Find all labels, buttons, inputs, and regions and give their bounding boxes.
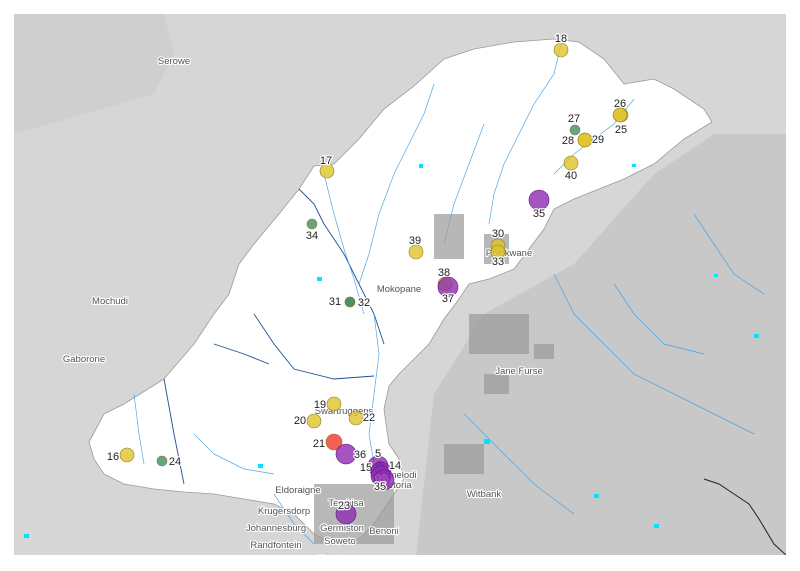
marker-label: 5 (375, 448, 381, 460)
site-markers[interactable]: 18 26 25 27 28 29 40 17 35 34 39 30 33 38 37 31 32 19 20 22… (106, 32, 628, 525)
marker-circle-purple[interactable] (373, 469, 395, 491)
site-marker[interactable]: 25 (612, 107, 628, 137)
place-label: Gaborone (63, 354, 105, 365)
marker-label: 34 (306, 230, 318, 242)
place-label: Benoni (369, 526, 399, 537)
marker-circle-purple[interactable] (528, 189, 550, 211)
place-label: Soweto (324, 536, 356, 547)
marker-label: 15 (360, 462, 372, 474)
site-marker[interactable]: 37 (437, 276, 459, 306)
marker-label: 30 (492, 228, 504, 240)
north-west-region-shading (14, 14, 174, 134)
place-label: Witbank (467, 489, 502, 500)
marker-label: 35 (374, 481, 386, 493)
site-marker[interactable]: 39 (408, 234, 424, 260)
water-bodies (24, 164, 759, 538)
marker-circle-green[interactable] (156, 455, 168, 467)
site-marker[interactable]: 29 (577, 132, 605, 148)
marker-label: 39 (409, 235, 421, 247)
marker-label: 19 (314, 399, 326, 411)
marker-label: 22 (363, 412, 375, 424)
marker-circle-yellow[interactable] (319, 163, 335, 179)
site-marker[interactable]: 18 (553, 32, 569, 58)
marker-label: 17 (320, 155, 332, 167)
marker-circle-yellow[interactable] (553, 42, 569, 58)
urban-areas (314, 214, 554, 544)
marker-label: 24 (169, 456, 181, 468)
place-label: Krugersdorp (258, 506, 310, 517)
east-region-shading (416, 134, 786, 555)
place-label: Randfontein (250, 540, 301, 551)
site-marker[interactable]: 16 (106, 447, 135, 464)
site-marker[interactable]: 33 (490, 244, 506, 269)
map-canvas: SeroweMochudiGaboronePolokwaneMokopaneSw… (14, 14, 786, 555)
marker-label: 18 (555, 33, 567, 45)
marker-circle-green[interactable] (306, 218, 318, 230)
map-view[interactable]: Serowe Mochudi Gaborone Polokwane Mokopane Sw… (14, 14, 786, 555)
place-labels: SeroweMochudiGaboronePolokwaneMokopaneSw… (62, 55, 544, 555)
marker-label: 31 (329, 296, 341, 308)
marker-label: 33 (492, 256, 504, 268)
place-label: Johannesburg (246, 523, 306, 534)
site-marker[interactable]: 22 (348, 410, 376, 426)
marker-label: 23 (338, 500, 350, 512)
place-label: Alberton (314, 554, 349, 555)
marker-circle-yellow[interactable] (408, 244, 424, 260)
marker-label: 25 (615, 124, 627, 136)
site-marker[interactable]: 23 (335, 499, 357, 525)
site-marker[interactable]: 35 (373, 469, 395, 494)
site-marker[interactable]: 40 (563, 155, 579, 183)
marker-label: 16 (107, 451, 119, 463)
marker-circle-purple[interactable] (335, 503, 357, 525)
marker-circle-green[interactable] (569, 124, 581, 136)
marker-circle-yellow[interactable] (563, 155, 579, 171)
marker-label: 38 (438, 267, 450, 279)
place-label: Jane Furse (495, 366, 543, 377)
place-label: Germiston (320, 523, 364, 534)
marker-circle-red[interactable] (325, 433, 343, 451)
marker-circle-yellow[interactable] (612, 107, 628, 123)
marker-circle-green[interactable] (344, 296, 356, 308)
place-label: Tembisa (328, 498, 364, 509)
site-marker[interactable]: 20 (293, 413, 322, 429)
site-marker[interactable]: 19 (313, 396, 342, 412)
marker-circle-purple[interactable] (335, 443, 357, 465)
marker-label: 20 (294, 415, 306, 427)
site-marker[interactable]: 27 (567, 112, 581, 136)
marker-circle-yellow[interactable] (306, 413, 322, 429)
marker-circle-yellow[interactable] (577, 132, 593, 148)
place-label: Mokopane (377, 284, 421, 295)
site-marker[interactable]: 36 (335, 443, 367, 465)
site-marker[interactable]: 21 (312, 433, 343, 451)
site-marker[interactable]: 32 (344, 296, 371, 310)
place-label: Eldoraigne (275, 485, 320, 496)
marker-circle-yellow[interactable] (326, 396, 342, 412)
marker-label: 26 (614, 98, 626, 110)
marker-label: 29 (592, 134, 604, 146)
marker-label: 32 (358, 297, 370, 309)
marker-label: 40 (565, 170, 577, 182)
site-marker[interactable]: 35 (528, 189, 550, 221)
place-label: Mochudi (92, 296, 128, 307)
marker-label: 14 (389, 460, 401, 472)
marker-label: 28 (562, 135, 574, 147)
marker-label: 36 (354, 449, 366, 461)
marker-circle-purple[interactable] (437, 276, 459, 298)
marker-label: 27 (568, 113, 580, 125)
border-line (703, 478, 786, 555)
marker-label: 35 (533, 208, 545, 220)
marker-circle-yellow[interactable] (119, 447, 135, 463)
marker-label: 21 (313, 438, 325, 450)
marker-circle-yellow[interactable] (490, 244, 506, 260)
marker-circle-yellow[interactable] (348, 410, 364, 426)
site-marker[interactable]: 24 (156, 455, 182, 469)
site-marker[interactable]: 34 (305, 218, 319, 243)
marker-label: 37 (442, 293, 454, 305)
place-label: Serowe (158, 56, 190, 67)
site-marker[interactable]: 17 (319, 154, 335, 179)
